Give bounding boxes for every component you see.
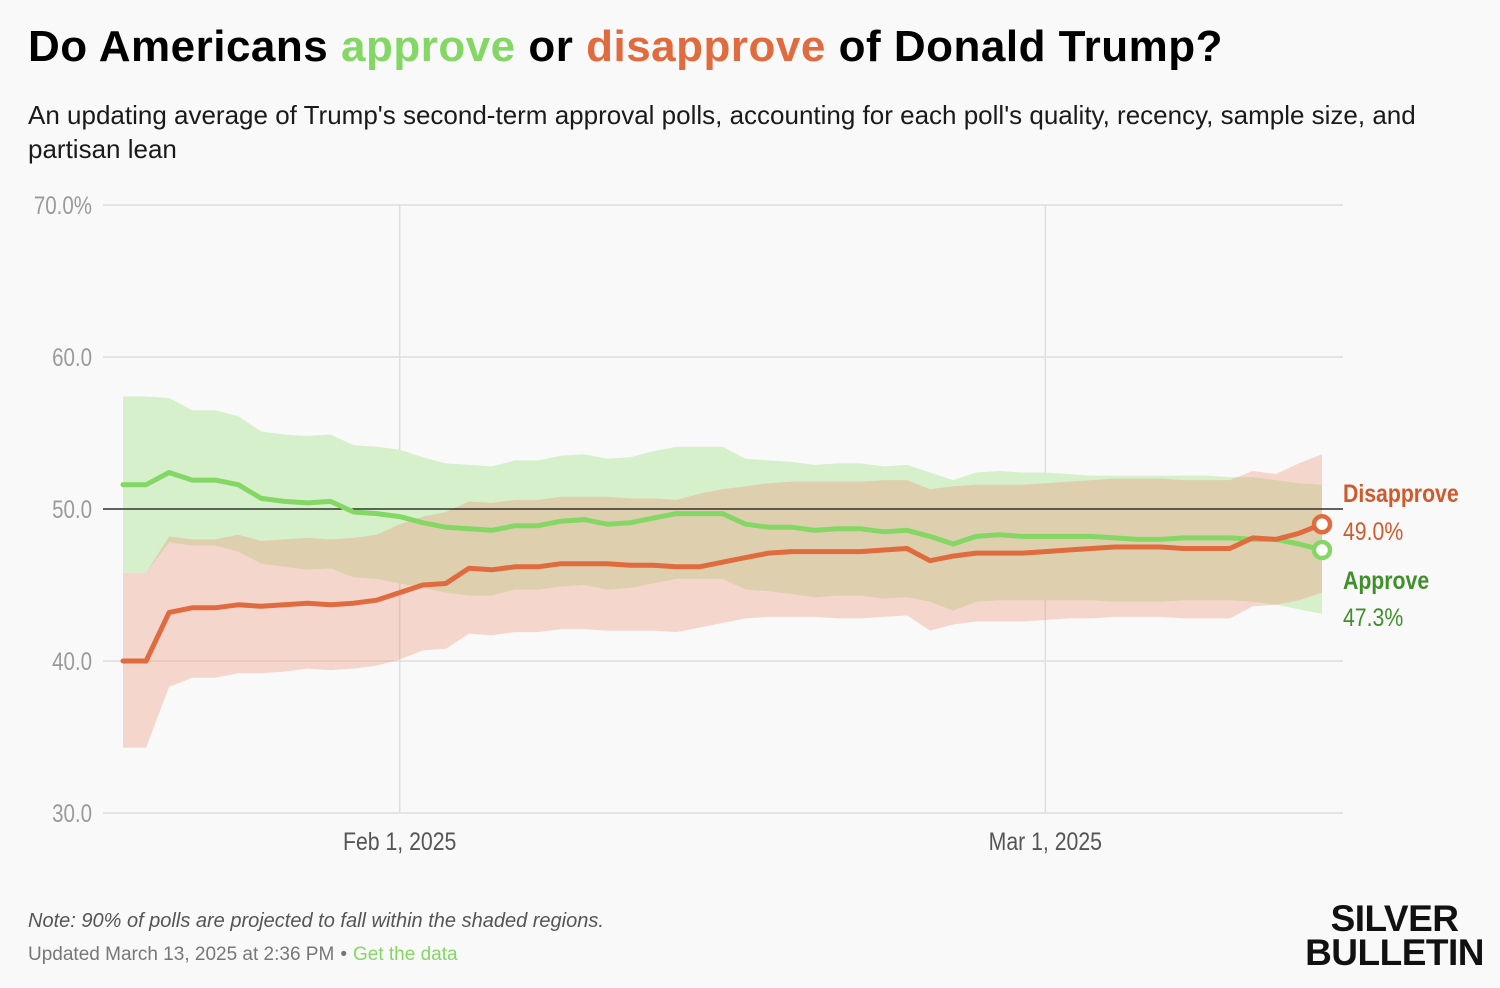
chart-subtitle: An updating average of Trump's second-te… xyxy=(28,100,1416,164)
footnote: Note: 90% of polls are projected to fall… xyxy=(28,910,604,932)
approve-line xyxy=(120,470,1325,553)
chart-title: Do Americans approve or disapprove of Do… xyxy=(28,22,1223,72)
disapprove-end-marker xyxy=(1311,513,1333,535)
disapprove-confidence-band xyxy=(123,454,1322,748)
x-tick-label: Feb 1, 2025 xyxy=(343,827,456,855)
y-tick-label: 50.0 xyxy=(52,495,92,523)
separator-dot: • xyxy=(340,944,347,965)
disapprove-series-label: Disapprove xyxy=(1343,479,1459,507)
title-prefix: Do Americans xyxy=(28,22,341,71)
y-tick-label: 70.0% xyxy=(34,191,92,219)
get-data-link[interactable]: Get the data xyxy=(352,944,458,965)
approve-end-marker xyxy=(1311,539,1333,561)
updated-line: Updated March 13, 2025 at 2:36 PM • Get th… xyxy=(28,944,458,966)
updated-timestamp: Updated March 13, 2025 at 2:36 PM xyxy=(28,944,335,965)
approve-confidence-band xyxy=(123,396,1322,614)
title-suffix: of Donald Trump? xyxy=(825,22,1223,71)
logo-line-2: BULLETIN xyxy=(1305,932,1484,973)
title-disapprove-word: disapprove xyxy=(586,22,826,71)
approve-value-label: 47.3% xyxy=(1343,603,1403,631)
x-tick-label: Mar 1, 2025 xyxy=(989,827,1102,855)
disapprove-line xyxy=(120,521,1325,664)
title-approve-word: approve xyxy=(340,22,516,71)
disapprove-value-label: 49.0% xyxy=(1343,517,1403,545)
y-tick-label: 60.0 xyxy=(52,343,92,371)
title-middle: or xyxy=(515,22,587,71)
logo-line-1: SILVER xyxy=(1330,898,1459,939)
y-tick-label: 30.0 xyxy=(52,799,92,827)
approve-series-label: Approve xyxy=(1343,566,1429,594)
silver-bulletin-logo: SILVER BULLETIN xyxy=(1305,898,1484,973)
y-tick-label: 40.0 xyxy=(52,647,92,675)
